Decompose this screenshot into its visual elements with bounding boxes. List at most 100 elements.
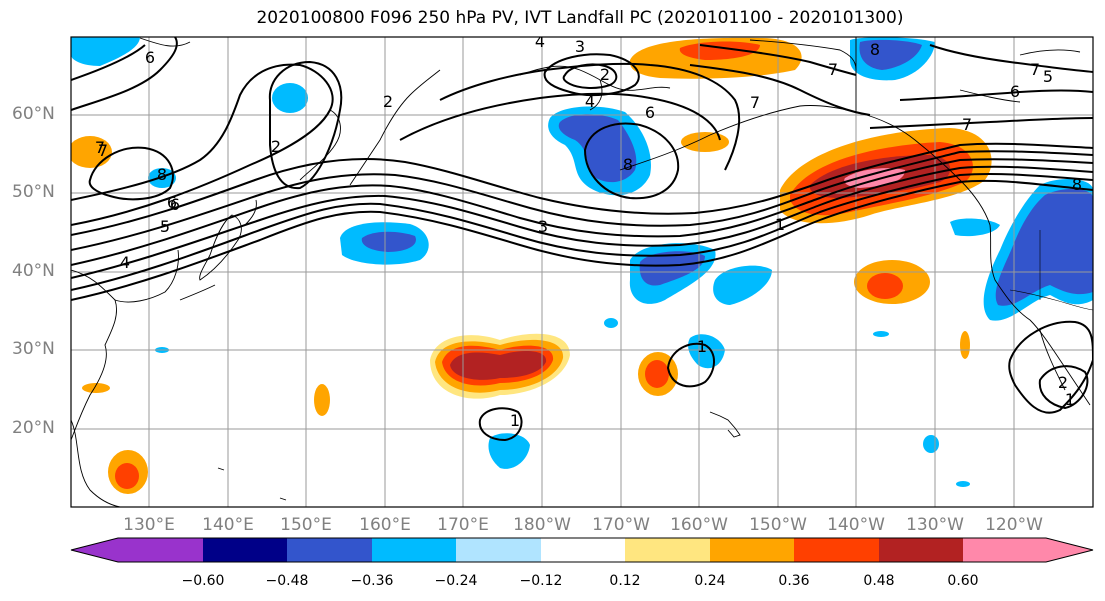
colorbar-bin bbox=[541, 538, 625, 562]
lon-label: 180°W bbox=[513, 515, 571, 535]
contour-label: 6 bbox=[170, 195, 180, 214]
pv-contour bbox=[869, 117, 1093, 129]
positive-anomaly bbox=[681, 132, 729, 152]
contour-label: 8 bbox=[623, 155, 633, 174]
colorbar-tick-label: −0.36 bbox=[350, 573, 394, 589]
coastline bbox=[349, 69, 441, 186]
lon-label: 130°E bbox=[123, 515, 175, 535]
colorbar-bin bbox=[118, 538, 203, 562]
contour-label: 2 bbox=[271, 137, 281, 156]
coastline bbox=[244, 199, 257, 226]
negative-anomaly bbox=[859, 39, 922, 70]
negative-anomaly bbox=[488, 433, 530, 469]
contour-label: 3 bbox=[538, 217, 548, 236]
pv-contour bbox=[439, 62, 741, 171]
coastline bbox=[1039, 329, 1066, 391]
contour-label: 2 bbox=[1058, 373, 1068, 392]
coastline bbox=[199, 214, 242, 281]
coastline bbox=[217, 467, 225, 471]
pv-contour bbox=[71, 179, 1093, 301]
pv-contour bbox=[268, 60, 343, 190]
negative-anomaly bbox=[71, 37, 140, 66]
contour-label: 6 bbox=[645, 103, 655, 122]
negative-anomaly bbox=[995, 188, 1093, 306]
positive-anomaly bbox=[115, 463, 139, 489]
pv-contour bbox=[71, 37, 178, 111]
contour-label: 1 bbox=[775, 215, 785, 234]
positive-anomaly bbox=[960, 331, 970, 359]
pv-contour bbox=[71, 165, 1093, 279]
lon-label: 140°E bbox=[202, 515, 254, 535]
lat-label: 30°N bbox=[12, 339, 55, 359]
border bbox=[1009, 289, 1093, 311]
negative-anomaly bbox=[956, 481, 970, 487]
pv-contour bbox=[88, 146, 174, 201]
lon-label: 120°W bbox=[985, 515, 1043, 535]
coastline bbox=[299, 109, 341, 181]
lon-label: 130°W bbox=[906, 515, 964, 535]
positive-anomaly bbox=[645, 360, 669, 388]
lon-label: 170°E bbox=[437, 515, 489, 535]
coastline bbox=[114, 249, 179, 303]
colorbar-bin bbox=[794, 538, 879, 562]
contour-labels: 6 7 6 2 3 4 2 4 6 7 8 3 7 8 7 5 6 7 1 8 … bbox=[95, 32, 1082, 430]
coastline bbox=[989, 224, 1091, 406]
colorbar-tick-label: 0.36 bbox=[778, 573, 810, 589]
colorbar-bin bbox=[963, 538, 1046, 562]
coastline bbox=[179, 284, 216, 301]
colorbar-bin bbox=[625, 538, 710, 562]
colorbar-extend-max bbox=[1046, 538, 1093, 562]
pv-contour bbox=[689, 64, 871, 116]
negative-anomaly bbox=[361, 231, 416, 252]
lat-label: 20°N bbox=[12, 418, 55, 438]
coastline bbox=[749, 39, 857, 71]
contour-label: 7 bbox=[1030, 60, 1040, 79]
positive-anomaly bbox=[679, 41, 760, 60]
positive-anomaly bbox=[314, 384, 330, 416]
contour-label: 2 bbox=[383, 92, 393, 111]
lat-label: 50°N bbox=[12, 182, 55, 202]
colorbar-tick-label: −0.12 bbox=[519, 573, 563, 589]
colorbar-bin bbox=[372, 538, 456, 562]
lon-label: 160°W bbox=[670, 515, 728, 535]
contour-label: 1 bbox=[510, 411, 520, 430]
colorbar-tick-label: 0.24 bbox=[694, 573, 726, 589]
contour-label: 7 bbox=[750, 93, 760, 112]
colorbar-extend-min bbox=[71, 538, 118, 562]
positive-anomaly bbox=[450, 350, 547, 380]
lon-label: 150°W bbox=[749, 515, 807, 535]
figure-title: 2020100800 F096 250 hPa PV, IVT Landfall… bbox=[256, 8, 904, 28]
contour-label: 8 bbox=[870, 40, 880, 59]
lon-label: 160°E bbox=[359, 515, 411, 535]
contour-label: 2 bbox=[600, 65, 610, 84]
colorbar-tick-label: 0.60 bbox=[947, 573, 979, 589]
lon-label: 150°E bbox=[280, 515, 332, 535]
pv-contour bbox=[583, 122, 680, 200]
coastline bbox=[139, 37, 191, 47]
coastline bbox=[589, 79, 603, 111]
lat-label: 60°N bbox=[12, 104, 55, 124]
negative-anomaly bbox=[950, 218, 1000, 237]
pv-contour bbox=[543, 53, 640, 97]
colorbar bbox=[70, 537, 1094, 563]
negative-anomaly bbox=[923, 435, 939, 453]
coastline bbox=[619, 105, 857, 171]
map-frame bbox=[70, 36, 1094, 508]
contour-label: 6 bbox=[1010, 82, 1020, 101]
lat-label: 40°N bbox=[12, 261, 55, 281]
positive-anomaly bbox=[867, 273, 903, 299]
coastline bbox=[71, 419, 121, 507]
contour-label: 4 bbox=[535, 32, 545, 51]
contour-label: 5 bbox=[1043, 67, 1053, 86]
contour-label: 6 bbox=[167, 193, 177, 212]
pv-contour bbox=[666, 342, 715, 388]
contour-label: 5 bbox=[160, 217, 170, 236]
colorbar-outline bbox=[70, 537, 1094, 563]
contour-label: 7 bbox=[962, 115, 972, 134]
pv-contour bbox=[71, 63, 334, 226]
pv-contour bbox=[899, 89, 1093, 101]
pv-contour bbox=[562, 63, 618, 89]
colorbar-bin bbox=[710, 538, 794, 562]
pv-contour bbox=[71, 158, 1093, 266]
